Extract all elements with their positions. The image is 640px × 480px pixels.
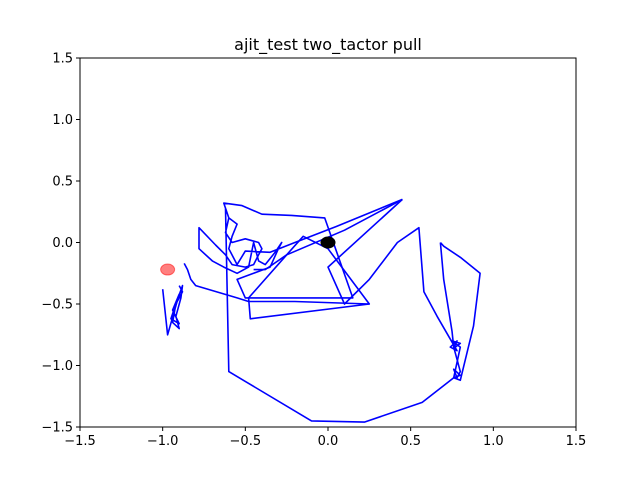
y-tick-label: 0.5 (52, 175, 73, 190)
x-tick-label: 1.0 (483, 434, 504, 449)
trajectory-line-4 (247, 198, 403, 320)
y-tick-label: 0.0 (52, 236, 73, 251)
x-tick-label: −1.5 (64, 434, 96, 449)
axes-frame (79, 57, 577, 428)
trajectory-line-2 (161, 284, 184, 336)
y-tick-label: 1.5 (52, 52, 73, 67)
x-tick-label: −1.0 (147, 434, 179, 449)
marker-1 (320, 236, 336, 249)
x-tick-label: 0.0 (318, 434, 339, 449)
trajectory-line-1 (439, 241, 481, 382)
plot-area (160, 198, 481, 423)
y-tick-label: 1.0 (52, 113, 73, 128)
x-tick-label: 0.5 (400, 434, 421, 449)
y-tick-label: −1.0 (41, 359, 73, 374)
x-tick-label: 1.5 (566, 434, 587, 449)
trajectory-line-0 (198, 198, 462, 423)
axis-ticks: −1.5 −1.0 −0.5 0.0 0.5 1.0 1.5 −1.5 −1.0 −0.5 0.0 0… (41, 52, 586, 450)
chart-title: ajit_test two_tactor pull (234, 35, 422, 55)
y-tick-label: −1.5 (41, 421, 73, 436)
x-tick-label: −0.5 (230, 434, 262, 449)
y-tick-label: −0.5 (41, 298, 73, 313)
marker-0 (160, 263, 176, 276)
